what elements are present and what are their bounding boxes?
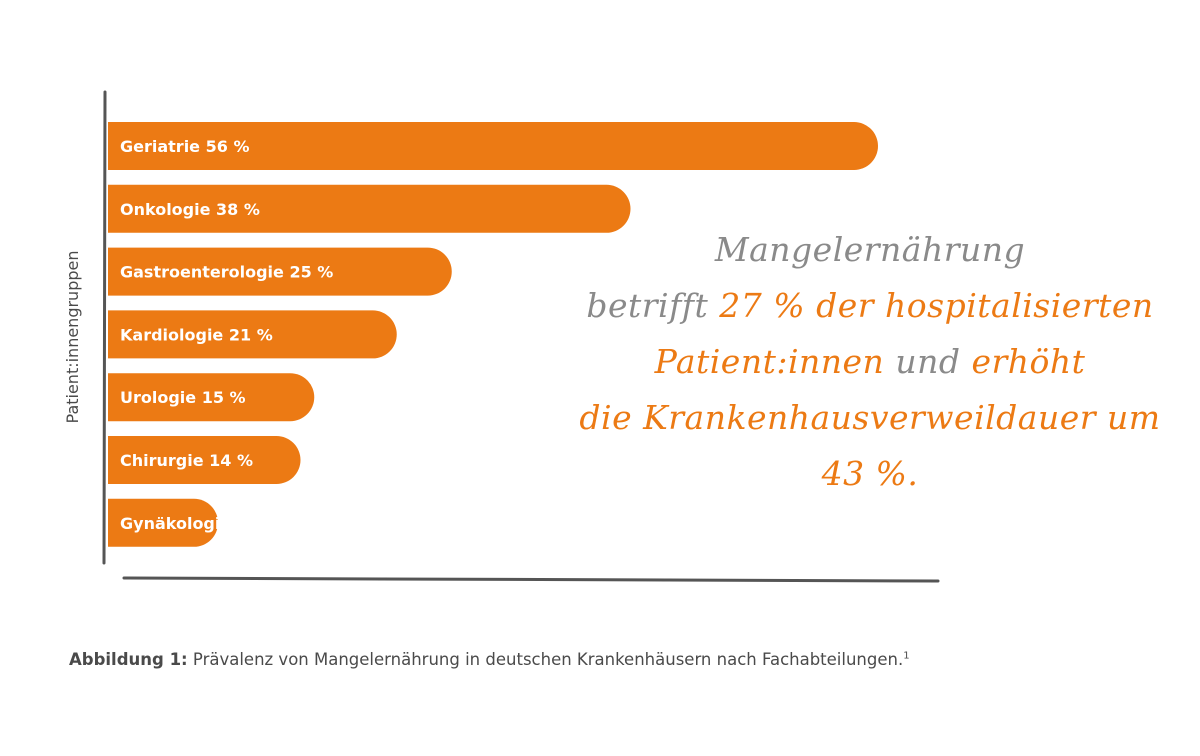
bar-geriatrie	[108, 122, 878, 170]
bars-group: Geriatrie 56 % Onkologie 38 % Gastroentero…	[108, 122, 878, 547]
bar-label-urologie: Urologie 15 %	[120, 388, 246, 407]
callout-highlight: Patient:innen	[654, 342, 885, 381]
caption-footnote: 1	[903, 650, 910, 662]
bar-label-gastroenterologie: Gastroenterologie 25 %	[120, 263, 333, 282]
caption-text: Prävalenz von Mangelernährung in deutsch…	[192, 650, 904, 669]
bar-chirurgie	[108, 436, 301, 484]
callout-line-2: betrifft 27 % der hospitalisierten	[560, 278, 1180, 334]
y-axis-line	[102, 90, 107, 565]
callout-highlight: 43 %.	[821, 454, 919, 493]
callout-line-1: Mangelernährung	[560, 222, 1180, 278]
callout-highlight: 27 % der hospitalisierten	[719, 286, 1154, 325]
callout-text: Mangelernährung betrifft 27 % der hospit…	[560, 222, 1180, 502]
y-axis-label: Patient:innengruppen	[63, 251, 82, 424]
bar-kardiologie	[108, 310, 397, 359]
bar-label-kardiologie: Kardiologie 21 %	[120, 325, 273, 344]
figure-caption: Abbildung 1: Prävalenz von Mangelernähru…	[69, 650, 910, 669]
bar-label-onkologie: Onkologie 38 %	[120, 200, 260, 219]
caption-label: Abbildung 1:	[69, 650, 188, 669]
callout-line-5: 43 %.	[560, 446, 1180, 502]
callout-word: betrifft	[586, 286, 709, 325]
bar-urologie	[108, 373, 315, 422]
bar-chart: Geriatrie 56 % Onkologie 38 % Gastroentero…	[63, 90, 940, 583]
callout-word: und	[895, 342, 961, 381]
callout-line-4: die Krankenhausverweildauer um	[560, 390, 1180, 446]
bar-onkologie	[108, 184, 631, 233]
x-axis-line	[122, 576, 940, 583]
bar-label-chirurgie: Chirurgie 14 %	[120, 451, 253, 470]
bar-gastroenterologie	[108, 247, 452, 296]
callout-line-3: Patient:innen und erhöht	[560, 334, 1180, 390]
callout-highlight: die Krankenhausverweildauer um	[579, 398, 1161, 437]
bar-label-gynäkologie: Gynäkologie 8 %	[120, 514, 270, 533]
callout-highlight: erhöht	[971, 342, 1086, 381]
bar-label-geriatrie: Geriatrie 56 %	[120, 137, 249, 156]
callout-word: Mangelernährung	[714, 230, 1026, 269]
bar-gynäkologie	[108, 498, 219, 547]
